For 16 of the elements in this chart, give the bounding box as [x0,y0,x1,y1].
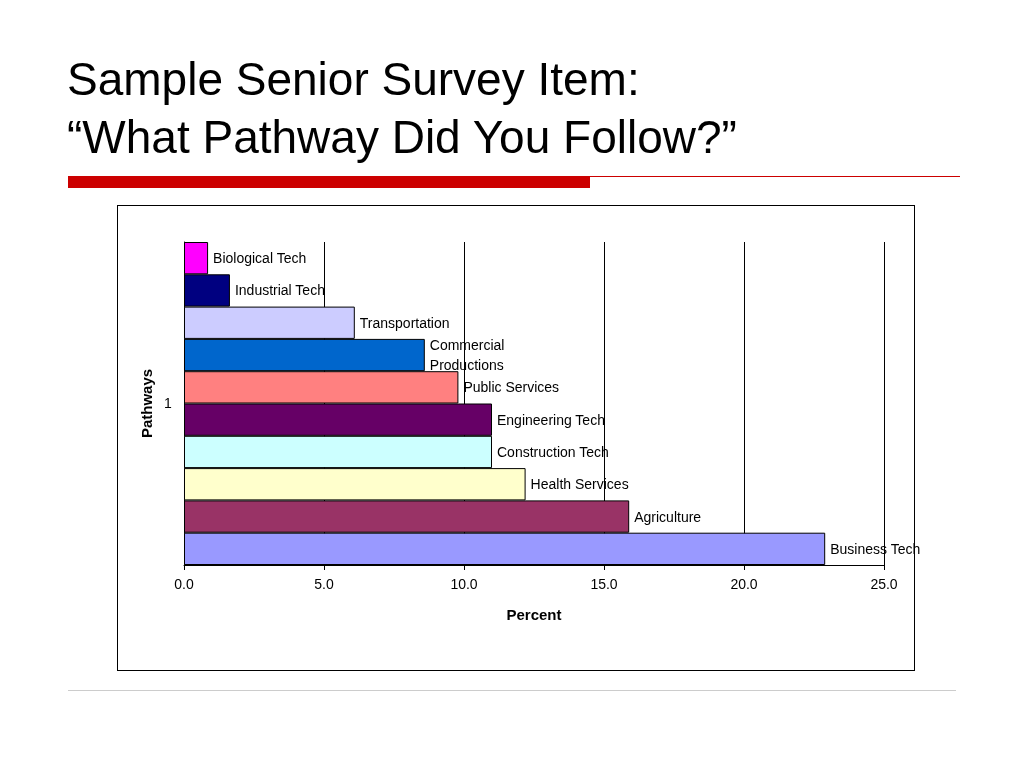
x-tick-label: 15.0 [590,576,618,592]
x-tick-label: 10.0 [450,576,478,592]
y-tick-label: Biological Tech [213,250,307,267]
x-axis-title: Percent [506,606,562,623]
chart-title: Sample Senior Survey Item: “What Pathway Did You Follow?” [67,53,737,163]
y-tick-label: Engineering Tech [497,411,605,428]
y-tick-label: Public Services [463,379,560,396]
x-tick-label: 20.0 [730,576,758,592]
x-tick-label: 5.0 [314,576,334,592]
text: 1 [164,395,172,411]
x-tick-label: 0.0 [174,576,194,592]
y-axis-title: Pathways [138,368,155,439]
y-tick-label: Industrial Tech [234,282,325,299]
y-tick-label: Transportation [359,314,450,331]
y-tick-label: Agriculture [634,508,702,525]
x-tick-label: 25.0 [870,576,898,592]
